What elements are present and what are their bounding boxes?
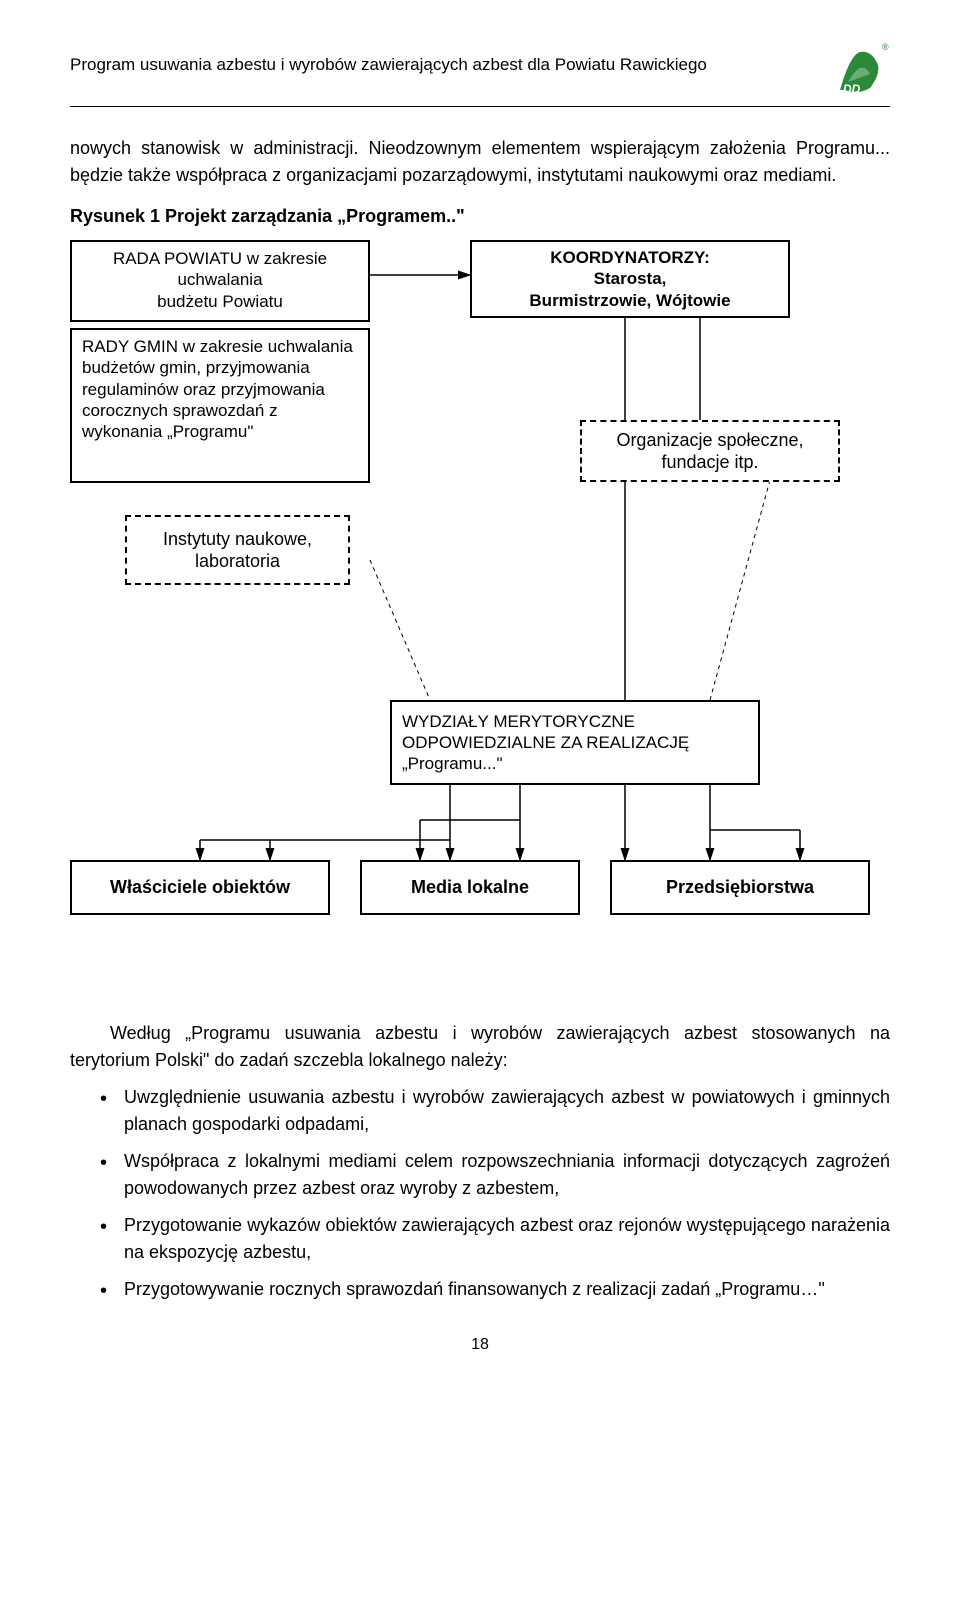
box-koordynatorzy: KOORDYNATORZY: Starosta, Burmistrzowie, … bbox=[470, 240, 790, 318]
svg-text:DD: DD bbox=[843, 82, 861, 96]
box-wlasciciele: Właściciele obiektów bbox=[70, 860, 330, 915]
box-organizacje: Organizacje społeczne, fundacje itp. bbox=[580, 420, 840, 482]
page-header: Program usuwania azbestu i wyrobów zawie… bbox=[70, 40, 890, 107]
list-item: Przygotowanie wykazów obiektów zawierają… bbox=[100, 1212, 890, 1266]
logo: ® DD bbox=[830, 40, 890, 100]
koordynatorzy-text: KOORDYNATORZY: Starosta, Burmistrzowie, … bbox=[529, 247, 730, 311]
rady-gmin-text: RADY GMIN w zakresie uchwalania budżetów… bbox=[82, 336, 358, 442]
wydzialy-text: WYDZIAŁY MERYTORYCZNE ODPOWIEDZIALNE ZA … bbox=[402, 711, 748, 775]
list-item: Współpraca z lokalnymi mediami celem roz… bbox=[100, 1148, 890, 1202]
organizacje-text: Organizacje społeczne, fundacje itp. bbox=[616, 429, 803, 474]
wlasciciele-text: Właściciele obiektów bbox=[110, 876, 290, 899]
rada-powiatu-text: RADA POWIATU w zakresie uchwalania budże… bbox=[82, 248, 358, 312]
box-przedsiebiorstwa: Przedsiębiorstwa bbox=[610, 860, 870, 915]
box-rady-gmin: RADY GMIN w zakresie uchwalania budżetów… bbox=[70, 328, 370, 483]
paragraph-intro: nowych stanowisk w administracji. Nieodz… bbox=[70, 135, 890, 189]
svg-text:®: ® bbox=[882, 42, 889, 52]
box-instytuty: Instytuty naukowe, laboratoria bbox=[125, 515, 350, 585]
list-item: Uwzględnienie usuwania azbestu i wyrobów… bbox=[100, 1084, 890, 1138]
figure-label: Rysunek 1 Projekt zarządzania „Programem… bbox=[70, 203, 890, 230]
instytuty-text: Instytuty naukowe, laboratoria bbox=[163, 528, 312, 573]
box-rada-powiatu: RADA POWIATU w zakresie uchwalania budże… bbox=[70, 240, 370, 322]
media-text: Media lokalne bbox=[411, 876, 529, 899]
org-diagram: RADA POWIATU w zakresie uchwalania budże… bbox=[70, 240, 890, 1000]
list-item: Przygotowywanie rocznych sprawozdań fina… bbox=[100, 1276, 890, 1303]
paragraph-tasks-intro: Według „Programu usuwania azbestu i wyro… bbox=[70, 1020, 890, 1074]
box-wydzialy: WYDZIAŁY MERYTORYCZNE ODPOWIEDZIALNE ZA … bbox=[390, 700, 760, 785]
przedsiebiorstwa-text: Przedsiębiorstwa bbox=[666, 876, 814, 899]
header-title: Program usuwania azbestu i wyrobów zawie… bbox=[70, 40, 707, 78]
task-list: Uwzględnienie usuwania azbestu i wyrobów… bbox=[70, 1084, 890, 1303]
page-number: 18 bbox=[70, 1333, 890, 1357]
box-media: Media lokalne bbox=[360, 860, 580, 915]
